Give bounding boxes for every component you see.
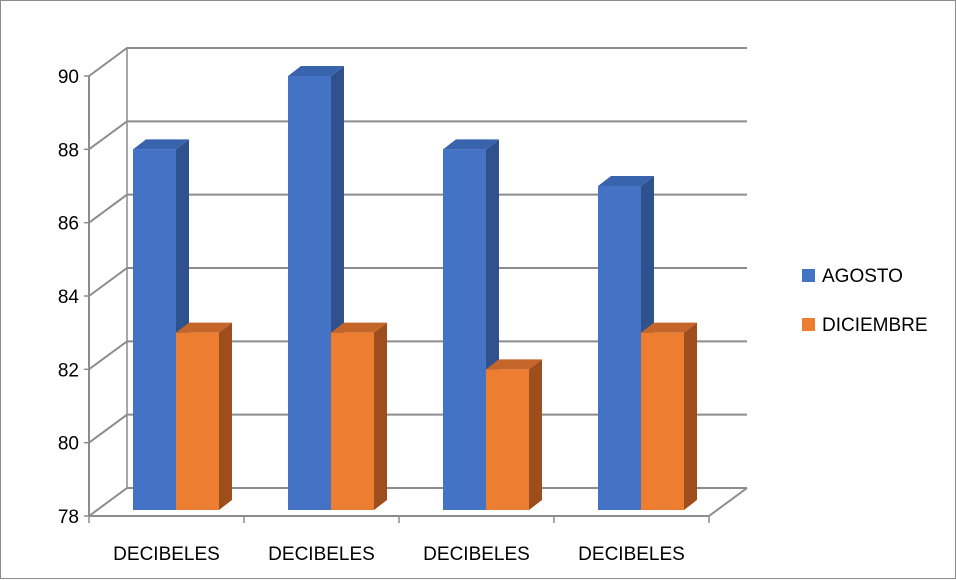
bar-diciembre [331,332,374,510]
x-axis-tick-labels: DECIBELES DECIBELES DECIBELES DECIBELES [113,544,685,565]
bar-side-diciembre [684,322,697,510]
legend-swatch-diciembre [802,318,815,331]
legend-label-agosto: AGOSTO [822,266,903,287]
bar-diciembre [176,332,219,510]
y-axis-tick-labels: 78 80 82 84 86 88 90 [58,67,80,528]
bar-top-diciembre [486,359,542,370]
bar-top-agosto [288,66,344,76]
y-tick-label: 82 [58,360,79,381]
y-tick-label: 84 [58,287,80,308]
gridline [88,47,747,77]
bar-agosto [443,149,486,511]
legend: AGOSTO DICIEMBRE [802,266,928,336]
y-tick-label: 90 [58,67,79,88]
bar-side-diciembre [219,322,232,510]
x-tick-label: DECIBELES [578,544,685,565]
bar-top-agosto [133,139,189,150]
bar-top-agosto [598,176,654,186]
bar-agosto [288,76,331,510]
x-tick-label: DECIBELES [113,544,220,565]
y-tick-label: 86 [58,214,79,235]
bar-top-diciembre [176,322,232,333]
bar-side-diciembre [374,322,387,510]
y-tick-label: 78 [58,507,79,528]
legend-swatch-agosto [802,269,815,282]
axes [84,48,748,523]
bar-top-diciembre [331,322,387,333]
x-tick-label: DECIBELES [423,544,530,565]
bar-agosto [598,186,641,510]
bar-agosto [133,149,176,511]
legend-label-diciembre: DICIEMBRE [822,315,928,336]
y-tick-label: 88 [58,140,79,161]
bar-side-diciembre [529,359,542,510]
bar-diciembre [486,369,529,510]
floor-right-edge [708,487,748,517]
x-tick-label: DECIBELES [268,544,375,565]
bar-top-diciembre [641,322,697,333]
y-tick-label: 80 [58,434,79,455]
bars [133,66,697,511]
bar-diciembre [641,332,684,510]
bar-top-agosto [443,139,499,150]
